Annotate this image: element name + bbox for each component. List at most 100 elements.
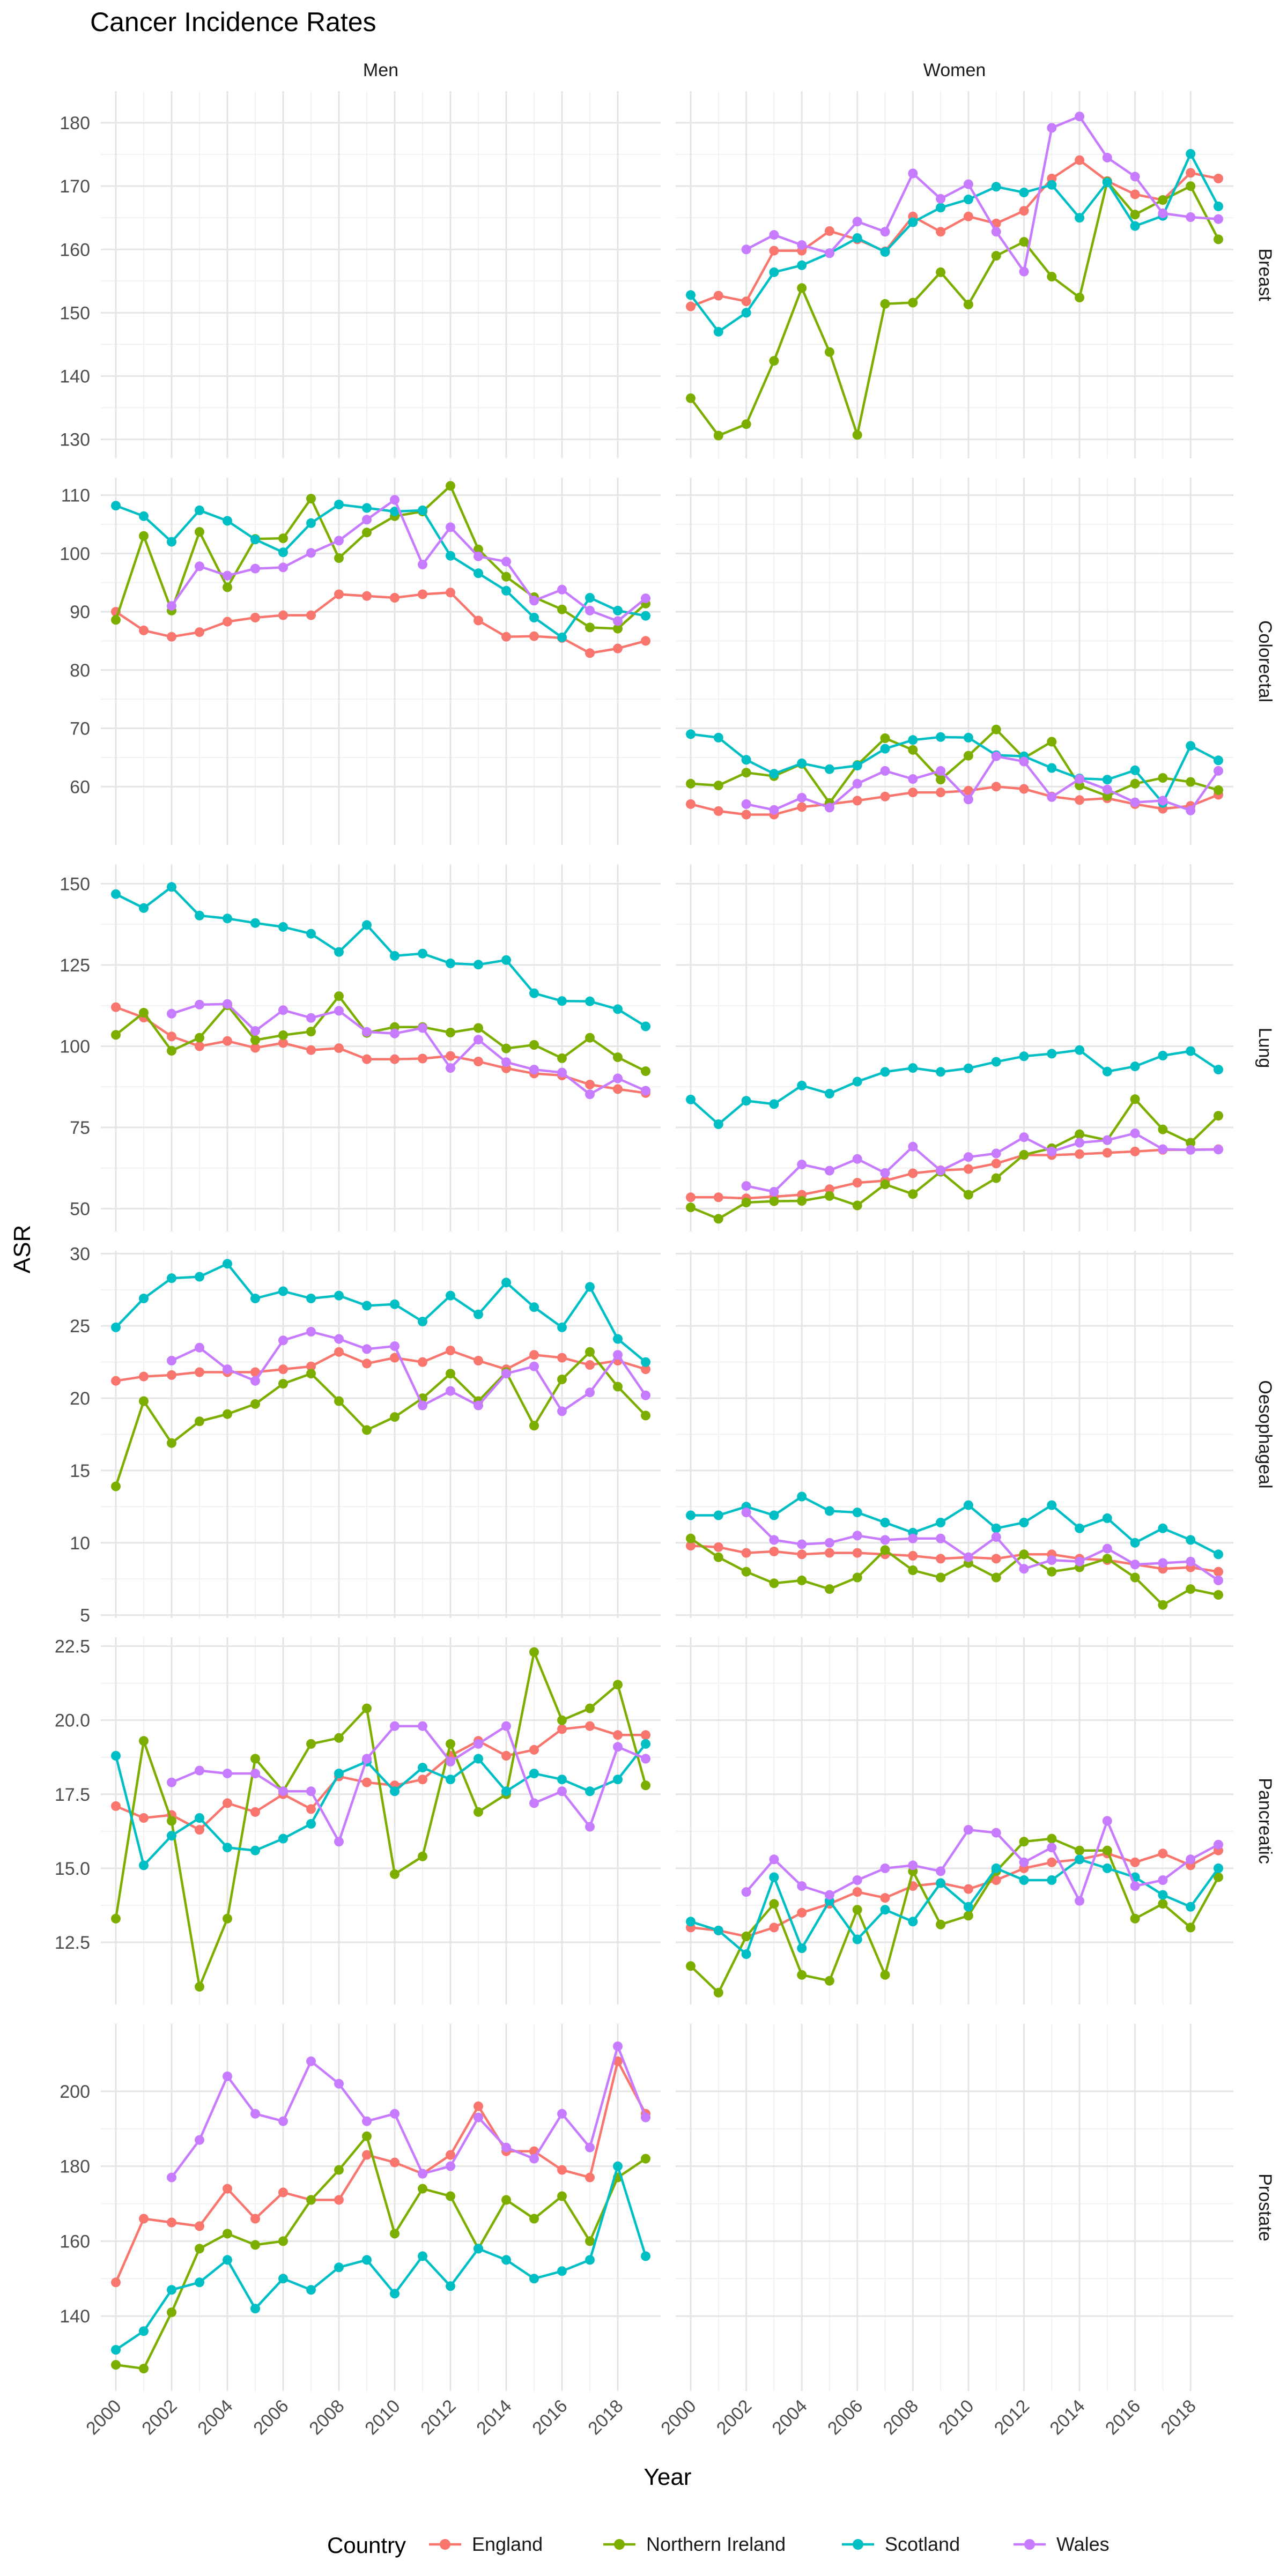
- data-point-wales: [741, 1508, 751, 1518]
- data-point-scotland: [880, 1905, 890, 1915]
- series-line-northern-ireland: [690, 1837, 1219, 1994]
- data-point-scotland: [529, 2274, 539, 2284]
- data-point-wales: [797, 240, 807, 250]
- data-point-scotland: [250, 2304, 260, 2314]
- data-point-wales: [852, 1531, 862, 1541]
- data-point-northern-ireland: [797, 283, 807, 293]
- data-point-northern-ireland: [1214, 1872, 1223, 1882]
- data-point-scotland: [936, 1878, 946, 1888]
- data-point-scotland: [1075, 1854, 1085, 1865]
- data-point-scotland: [1047, 1875, 1057, 1885]
- data-point-wales: [613, 1742, 623, 1752]
- data-point-wales: [1047, 1146, 1057, 1156]
- series-line-northern-ireland: [114, 1651, 647, 1988]
- data-point-northern-ireland: [529, 2214, 539, 2224]
- data-point-scotland: [278, 2274, 288, 2284]
- data-point-wales: [641, 2112, 650, 2122]
- data-point-scotland: [880, 1067, 890, 1077]
- data-point-wales: [446, 1757, 455, 1766]
- x-tick-label: 2004: [194, 2396, 236, 2439]
- data-point-england: [418, 1357, 427, 1367]
- data-point-england: [250, 613, 260, 622]
- panels-layer: Men Women Breast 130 140 150 160 170 180 Colorect…: [55, 60, 1275, 2439]
- data-point-scotland: [529, 1769, 539, 1779]
- data-point-wales: [167, 601, 176, 611]
- data-point-scotland: [852, 761, 862, 771]
- data-point-northern-ireland: [501, 1043, 511, 1053]
- data-point-wales: [852, 778, 862, 789]
- data-point-england: [139, 2214, 149, 2224]
- data-point-scotland: [111, 2345, 121, 2355]
- data-point-wales: [741, 1887, 751, 1897]
- data-point-northern-ireland: [1075, 293, 1085, 302]
- data-point-wales: [223, 1364, 232, 1375]
- data-point-northern-ireland: [446, 1028, 455, 1037]
- data-point-scotland: [1130, 765, 1140, 775]
- data-point-england: [991, 1159, 1001, 1169]
- data-point-wales: [1019, 1564, 1029, 1574]
- data-point-wales: [797, 1160, 807, 1170]
- data-point-scotland: [334, 1290, 344, 1301]
- legend-label: England: [472, 2533, 543, 2555]
- data-point-scotland: [641, 1021, 650, 1031]
- data-point-scotland: [1214, 201, 1223, 211]
- data-point-scotland: [139, 903, 149, 913]
- data-point-wales: [991, 1828, 1001, 1838]
- data-point-wales: [278, 562, 288, 573]
- x-tick-label: 2002: [713, 2396, 756, 2439]
- data-point-wales: [824, 803, 834, 813]
- data-point-england: [278, 1364, 288, 1375]
- data-point-northern-ireland: [613, 1052, 623, 1063]
- data-point-northern-ireland: [769, 356, 779, 366]
- data-point-scotland: [111, 1322, 121, 1332]
- data-point-wales: [195, 2135, 204, 2145]
- data-point-scotland: [334, 947, 344, 957]
- panel-pancreatic-men: [101, 1637, 661, 2005]
- data-point-england: [936, 1554, 946, 1564]
- data-point-scotland: [852, 233, 862, 243]
- data-point-wales: [446, 522, 455, 532]
- data-point-wales: [557, 1067, 567, 1078]
- data-point-northern-ireland: [936, 775, 946, 785]
- data-point-scotland: [585, 1282, 595, 1292]
- data-point-wales: [195, 1765, 204, 1776]
- data-point-northern-ireland: [713, 781, 723, 791]
- panel-lung-women: [676, 864, 1233, 1231]
- data-point-scotland: [1158, 1523, 1168, 1533]
- data-point-wales: [418, 1721, 427, 1731]
- data-point-northern-ireland: [167, 1816, 176, 1826]
- data-point-northern-ireland: [362, 1703, 372, 1713]
- data-point-northern-ireland: [852, 1200, 862, 1211]
- data-point-scotland: [641, 2251, 650, 2261]
- data-point-northern-ireland: [1186, 777, 1196, 787]
- panel-lung-men: [101, 864, 661, 1231]
- data-point-england: [1214, 174, 1223, 183]
- data-point-northern-ireland: [769, 1578, 779, 1588]
- data-point-wales: [334, 536, 344, 546]
- data-point-scotland: [852, 1077, 862, 1087]
- y-tick-label: 20.0: [55, 1711, 90, 1731]
- data-point-northern-ireland: [741, 1567, 751, 1577]
- data-point-northern-ireland: [111, 1481, 121, 1491]
- data-point-northern-ireland: [585, 2236, 595, 2246]
- data-point-scotland: [501, 2255, 511, 2265]
- data-point-scotland: [501, 955, 511, 965]
- data-point-wales: [446, 1063, 455, 1073]
- data-point-northern-ireland: [963, 751, 973, 761]
- data-point-northern-ireland: [1130, 778, 1140, 789]
- data-point-scotland: [991, 1523, 1001, 1533]
- data-point-scotland: [797, 260, 807, 270]
- data-point-scotland: [1047, 763, 1057, 773]
- data-point-scotland: [713, 1510, 723, 1520]
- panel-oesophageal-men: [101, 1251, 661, 1618]
- legend-items: England Northern Ireland Scotland Wales: [429, 2533, 1110, 2555]
- data-point-wales: [278, 2116, 288, 2126]
- data-point-scotland: [474, 568, 483, 578]
- data-point-northern-ireland: [223, 2229, 232, 2239]
- data-point-northern-ireland: [585, 622, 595, 633]
- data-point-england: [167, 2217, 176, 2228]
- x-tick-label: 2008: [879, 2396, 922, 2439]
- series-line-wales: [746, 1132, 1219, 1193]
- y-tick-label: 100: [60, 1036, 90, 1057]
- data-point-northern-ireland: [769, 1899, 779, 1909]
